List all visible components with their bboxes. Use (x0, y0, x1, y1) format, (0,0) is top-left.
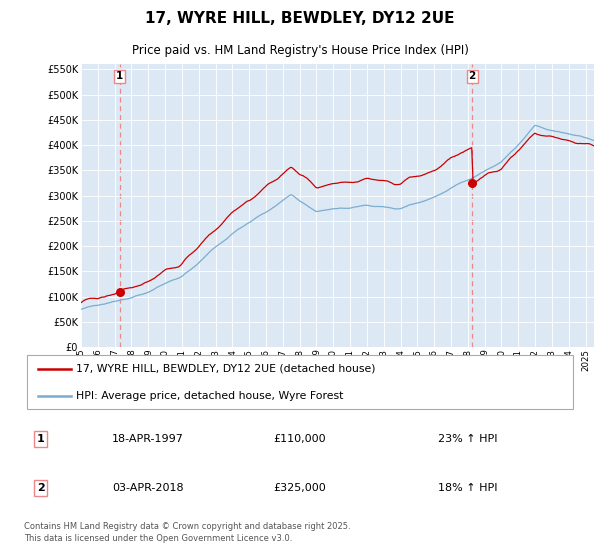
Text: £325,000: £325,000 (274, 483, 326, 493)
Text: 2: 2 (37, 483, 44, 493)
FancyBboxPatch shape (27, 355, 573, 409)
Text: 18% ↑ HPI: 18% ↑ HPI (438, 483, 497, 493)
Text: 17, WYRE HILL, BEWDLEY, DY12 2UE: 17, WYRE HILL, BEWDLEY, DY12 2UE (145, 11, 455, 26)
Text: 17, WYRE HILL, BEWDLEY, DY12 2UE (detached house): 17, WYRE HILL, BEWDLEY, DY12 2UE (detach… (76, 363, 376, 374)
Text: £110,000: £110,000 (274, 434, 326, 444)
Text: HPI: Average price, detached house, Wyre Forest: HPI: Average price, detached house, Wyre… (76, 391, 344, 401)
Text: Price paid vs. HM Land Registry's House Price Index (HPI): Price paid vs. HM Land Registry's House … (131, 44, 469, 57)
Text: 2: 2 (469, 72, 476, 81)
Text: 1: 1 (116, 72, 123, 81)
Text: Contains HM Land Registry data © Crown copyright and database right 2025.
This d: Contains HM Land Registry data © Crown c… (24, 522, 350, 543)
Text: 23% ↑ HPI: 23% ↑ HPI (438, 434, 497, 444)
Text: 1: 1 (37, 434, 44, 444)
Text: 03-APR-2018: 03-APR-2018 (112, 483, 184, 493)
Text: 18-APR-1997: 18-APR-1997 (112, 434, 184, 444)
